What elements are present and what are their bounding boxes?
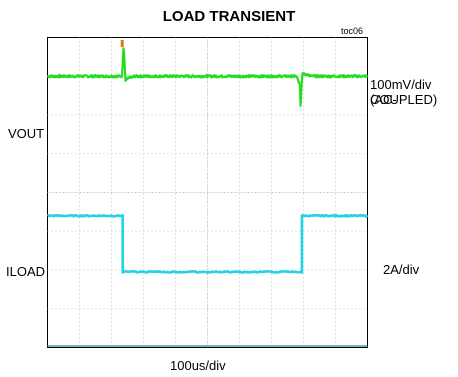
vout-trace [47, 47, 368, 107]
oscilloscope-plot [47, 37, 368, 348]
vout-label: VOUT [8, 126, 45, 141]
vout-scale-label-cont: COUPLED) [370, 92, 438, 107]
iload-trace [47, 213, 368, 274]
chart-title: LOAD TRANSIENT [162, 8, 296, 25]
iload-scale-label: 2A/div [383, 262, 420, 277]
figure-tag: toc06 [341, 26, 364, 36]
iload-label: ILOAD [6, 264, 46, 279]
traces [47, 40, 368, 347]
trigger-marker [120, 40, 124, 47]
vout-scale-label: 100mV/div (AC- [370, 77, 432, 107]
time-scale-label: 100us/div [170, 358, 226, 373]
